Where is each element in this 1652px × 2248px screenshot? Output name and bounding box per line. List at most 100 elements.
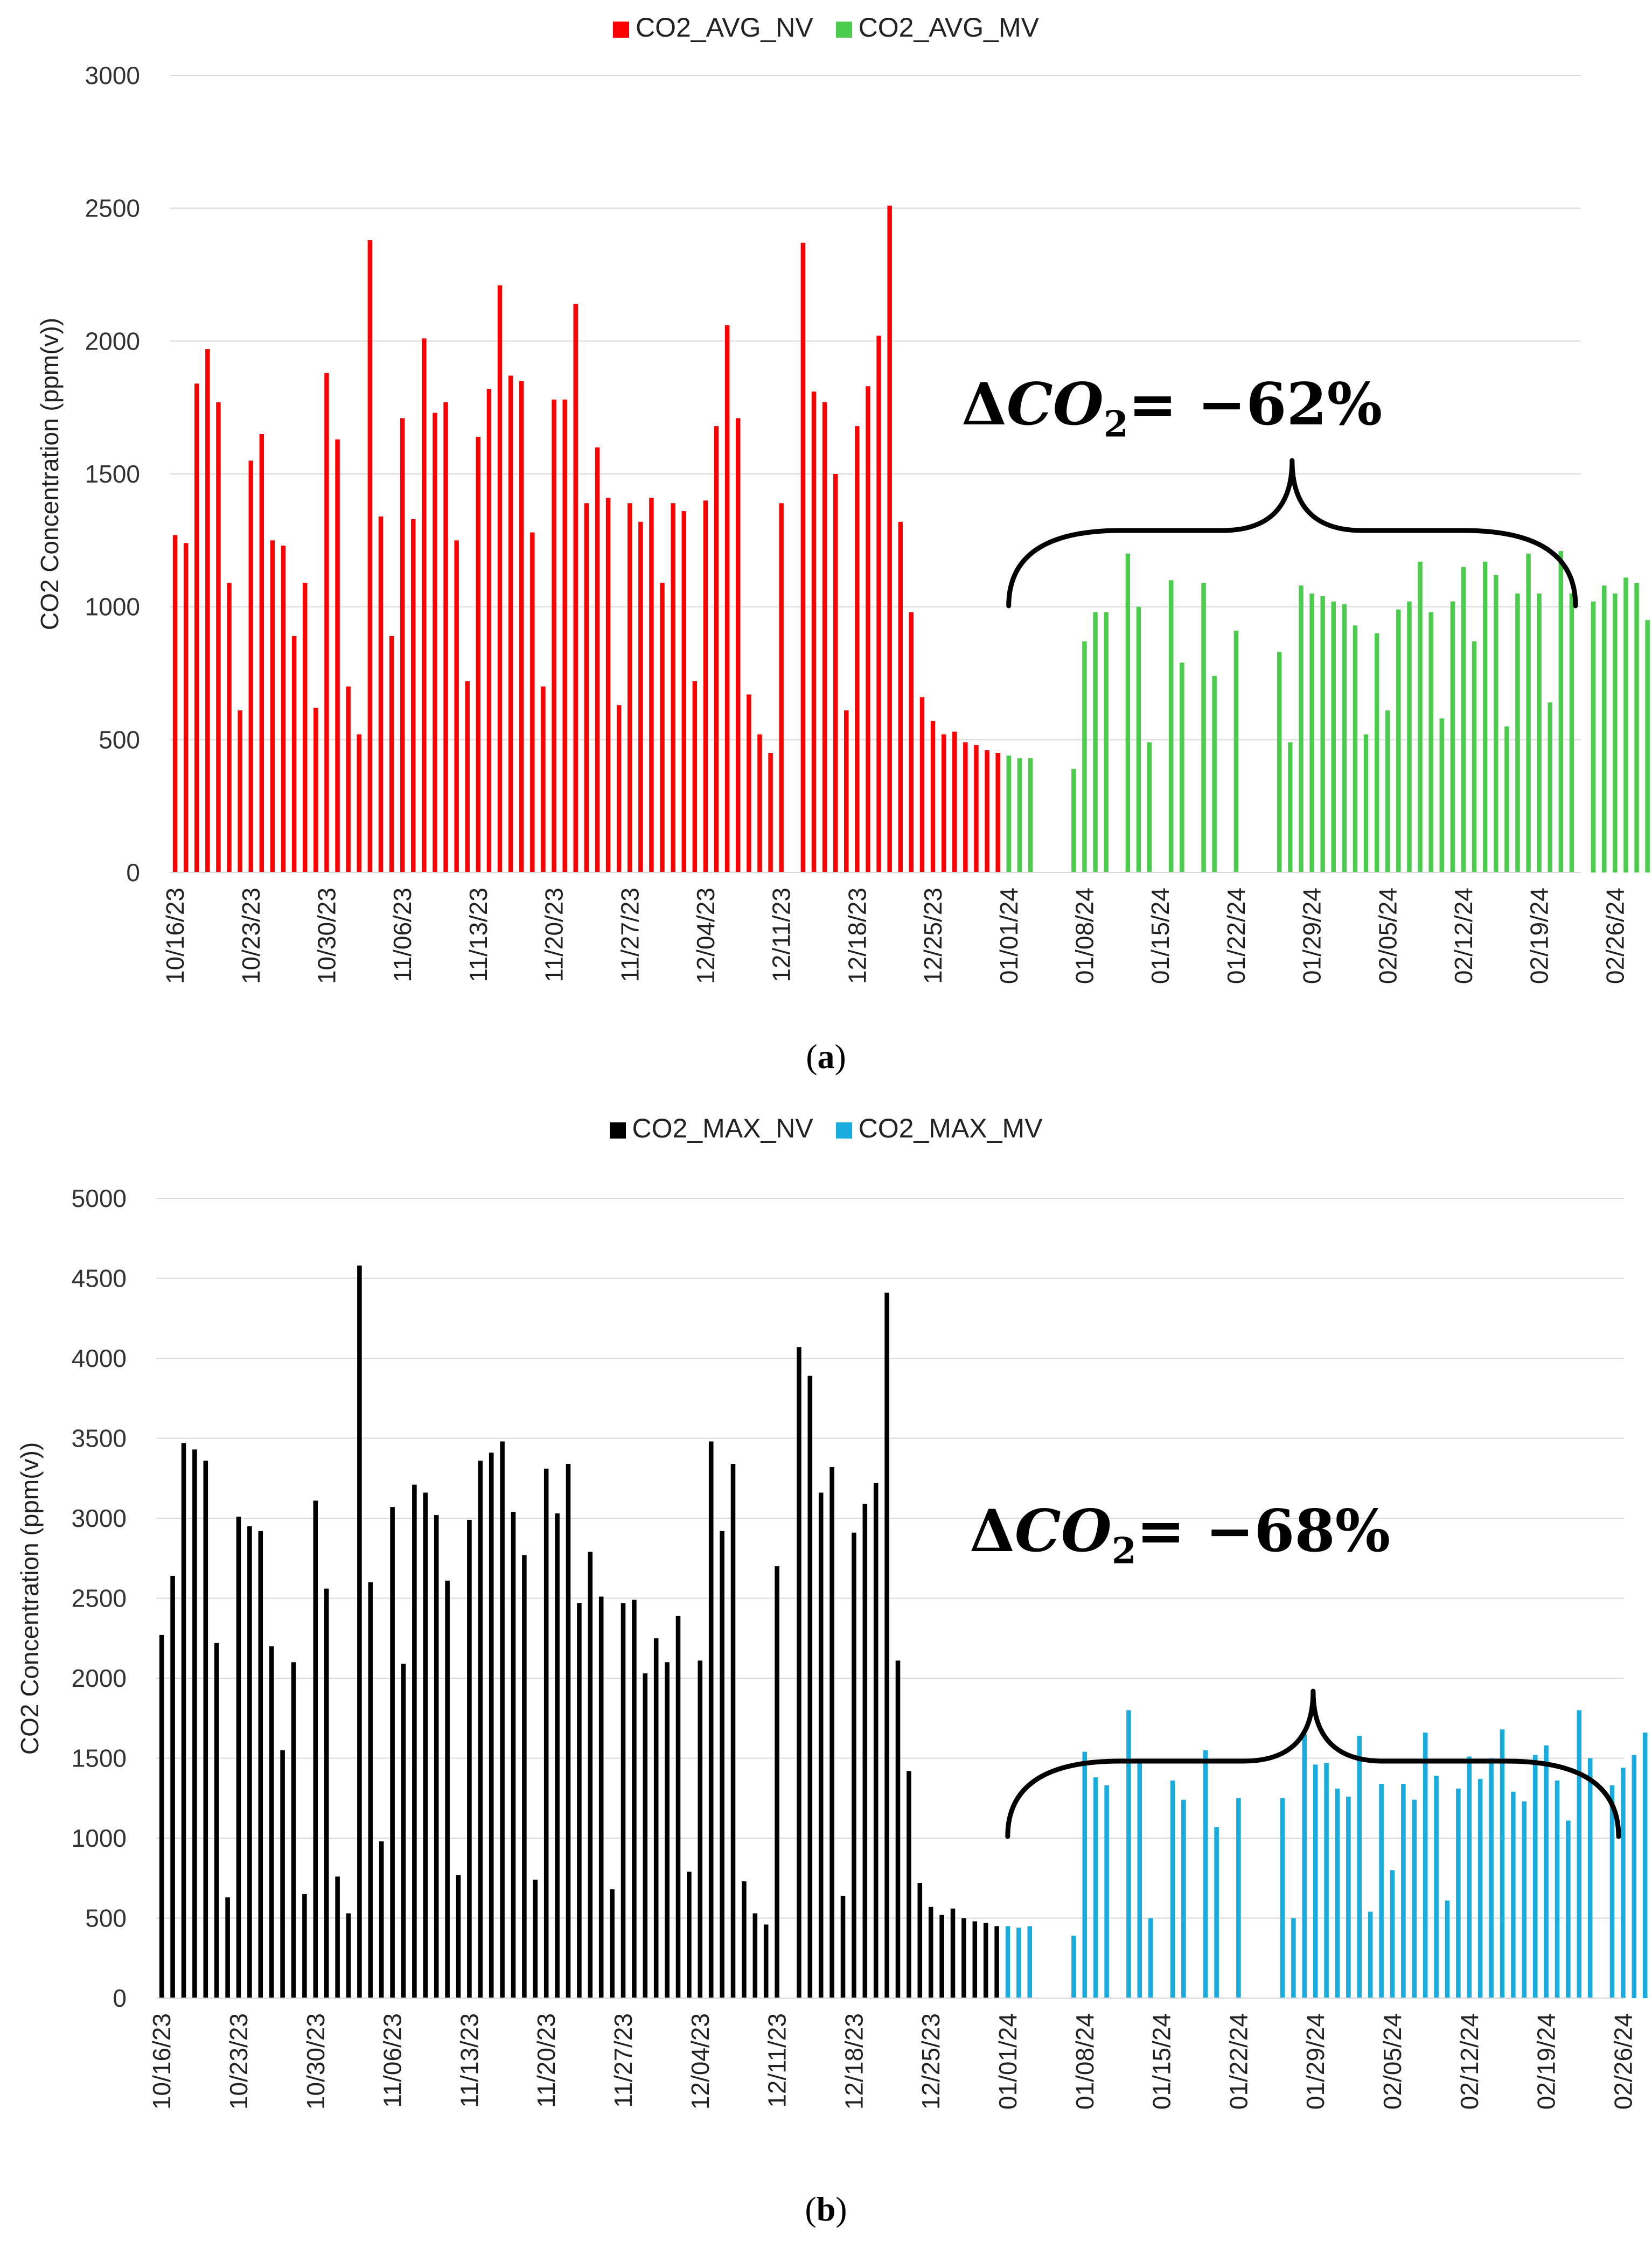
bar bbox=[1104, 612, 1109, 872]
bar bbox=[1006, 755, 1011, 872]
bar bbox=[476, 436, 481, 872]
bar bbox=[280, 1750, 285, 1998]
bar bbox=[1017, 758, 1022, 872]
chart-a-y-axis-title: CO2 Concentration (ppm(v)) bbox=[36, 317, 64, 631]
bar bbox=[1396, 609, 1401, 872]
x-tick-label: 01/29/24 bbox=[1301, 2013, 1329, 2110]
bar bbox=[225, 1897, 230, 1998]
x-tick-label: 11/13/23 bbox=[455, 2013, 483, 2108]
bar bbox=[562, 399, 567, 872]
bar bbox=[1313, 1764, 1318, 1998]
bar bbox=[1016, 1928, 1021, 1998]
bar bbox=[811, 392, 817, 872]
bar bbox=[1137, 1761, 1142, 1998]
x-tick-label: 12/25/23 bbox=[919, 888, 947, 984]
bar bbox=[724, 325, 730, 872]
bar bbox=[1071, 1936, 1076, 1998]
bar bbox=[238, 710, 242, 872]
bar bbox=[445, 1580, 450, 1998]
bar bbox=[1407, 601, 1412, 872]
bar bbox=[939, 1915, 944, 1998]
bar bbox=[1288, 742, 1293, 872]
bar bbox=[269, 1646, 274, 1998]
bar bbox=[653, 1638, 659, 1998]
bar bbox=[1434, 1776, 1439, 1998]
bar bbox=[335, 1876, 340, 1998]
bar bbox=[643, 1673, 648, 1998]
bar bbox=[291, 636, 297, 872]
x-tick-label: 02/05/24 bbox=[1378, 2013, 1406, 2110]
x-tick-label: 11/20/23 bbox=[540, 888, 568, 982]
bar bbox=[610, 1889, 615, 1998]
bar bbox=[555, 1513, 560, 1998]
x-tick-label: 10/23/23 bbox=[225, 2013, 253, 2110]
bar bbox=[519, 381, 524, 872]
y-tick-label: 5000 bbox=[72, 1184, 127, 1212]
x-tick-label: 01/22/24 bbox=[1222, 888, 1250, 984]
bar bbox=[963, 742, 968, 872]
bar bbox=[248, 460, 253, 872]
chart-b-legend: CO2_MAX_NV CO2_MAX_MV bbox=[0, 1111, 1652, 1144]
bar bbox=[1602, 585, 1607, 872]
bar bbox=[698, 1660, 703, 1998]
bar bbox=[205, 349, 210, 872]
chart-a-legend: CO2_AVG_NV CO2_AVG_MV bbox=[0, 10, 1652, 43]
bar bbox=[797, 1347, 801, 1998]
chart-panel-b: 0 500 1000 1500 2000 2500 3000 3500 4000 4500 5000… bbox=[0, 1099, 1652, 2248]
x-tick-label: 01/01/24 bbox=[995, 888, 1023, 984]
x-tick-label: 10/23/23 bbox=[237, 888, 265, 984]
bar bbox=[909, 612, 914, 872]
bar bbox=[1494, 575, 1498, 872]
x-tick-label: 02/12/24 bbox=[1449, 888, 1477, 984]
delta-symbol-a: Δ bbox=[961, 371, 1007, 438]
x-tick-label: 10/16/23 bbox=[148, 2013, 176, 2110]
bar bbox=[1212, 675, 1217, 872]
bar bbox=[357, 734, 361, 872]
bar bbox=[1363, 734, 1369, 872]
bar bbox=[1357, 1735, 1362, 1998]
bar bbox=[1335, 1788, 1340, 1998]
chart-a-plot: 0 500 1000 1500 2000 2500 3000 10/16/23 10/23/23… bbox=[85, 61, 1650, 984]
legend-swatch-max-mv bbox=[835, 1122, 852, 1139]
bar bbox=[1613, 594, 1618, 872]
bar bbox=[423, 1492, 428, 1998]
bar bbox=[1555, 1781, 1560, 1998]
bar bbox=[500, 1441, 505, 1998]
bar bbox=[1181, 1799, 1186, 1998]
legend-label-avg-nv: CO2_AVG_NV bbox=[636, 12, 813, 43]
bar bbox=[368, 1582, 373, 1998]
x-tick-label: 02/26/24 bbox=[1609, 2013, 1637, 2110]
bar bbox=[1280, 1798, 1285, 1998]
bar bbox=[822, 402, 827, 872]
bar bbox=[736, 418, 741, 872]
bar bbox=[1291, 1918, 1296, 1998]
bar bbox=[671, 503, 675, 872]
bar bbox=[1342, 604, 1347, 872]
bar bbox=[302, 1894, 307, 1998]
delta-subscript-b: 2 bbox=[1111, 1530, 1137, 1572]
y-tick-label: 1000 bbox=[72, 1824, 127, 1852]
bar bbox=[1439, 718, 1444, 872]
bar bbox=[807, 1376, 813, 1998]
bar bbox=[172, 535, 178, 872]
bar bbox=[1515, 594, 1520, 872]
bar bbox=[270, 540, 275, 872]
bar bbox=[1511, 1791, 1516, 1998]
chart-panel-a: 0 500 1000 1500 2000 2500 3000 10/16/23 10/23/23… bbox=[0, 0, 1652, 1099]
panel-label-letter-a: a bbox=[817, 1037, 835, 1076]
bar bbox=[584, 503, 589, 872]
bar bbox=[401, 1664, 406, 1998]
bar bbox=[628, 503, 632, 872]
bar bbox=[1093, 612, 1098, 872]
bar bbox=[181, 1443, 186, 1998]
bar bbox=[595, 447, 600, 872]
bar bbox=[1423, 1732, 1428, 1998]
bar bbox=[216, 402, 221, 872]
bar bbox=[1379, 1784, 1384, 1998]
bar bbox=[1277, 652, 1282, 872]
x-tick-label: 01/08/24 bbox=[1071, 2013, 1099, 2110]
bar bbox=[952, 731, 957, 872]
bar bbox=[907, 1771, 911, 1998]
bar bbox=[324, 373, 329, 872]
bar bbox=[1418, 561, 1423, 872]
